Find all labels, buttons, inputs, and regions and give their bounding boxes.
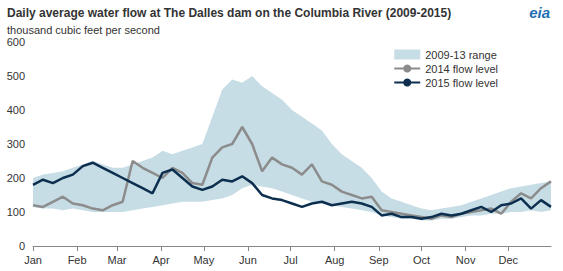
svg-text:Sep: Sep [369, 254, 389, 266]
svg-text:Jul: Jul [284, 254, 298, 266]
svg-text:500: 500 [7, 70, 25, 82]
svg-text:Jun: Jun [239, 254, 257, 266]
svg-text:Apr: Apr [153, 254, 170, 266]
svg-text:2009-13 range: 2009-13 range [425, 49, 497, 61]
svg-text:0: 0 [19, 240, 25, 252]
svg-text:Oct: Oct [413, 254, 430, 266]
svg-text:Mar: Mar [107, 254, 126, 266]
svg-text:Daily average water flow at Th: Daily average water flow at The Dalles d… [7, 6, 451, 20]
svg-text:100: 100 [7, 206, 25, 218]
svg-text:thousand cubic feet per second: thousand cubic feet per second [7, 24, 160, 36]
svg-text:200: 200 [7, 172, 25, 184]
svg-text:600: 600 [7, 36, 25, 48]
svg-text:2014 flow level: 2014 flow level [425, 63, 498, 75]
svg-text:Feb: Feb [68, 254, 87, 266]
svg-text:300: 300 [7, 138, 25, 150]
svg-text:Dec: Dec [499, 254, 519, 266]
svg-text:400: 400 [7, 104, 25, 116]
svg-text:Aug: Aug [325, 254, 345, 266]
svg-text:eia: eia [529, 4, 550, 21]
svg-text:Nov: Nov [456, 254, 476, 266]
svg-text:May: May [193, 254, 214, 266]
svg-text:Jan: Jan [24, 254, 42, 266]
svg-text:2015 flow level: 2015 flow level [425, 77, 498, 89]
